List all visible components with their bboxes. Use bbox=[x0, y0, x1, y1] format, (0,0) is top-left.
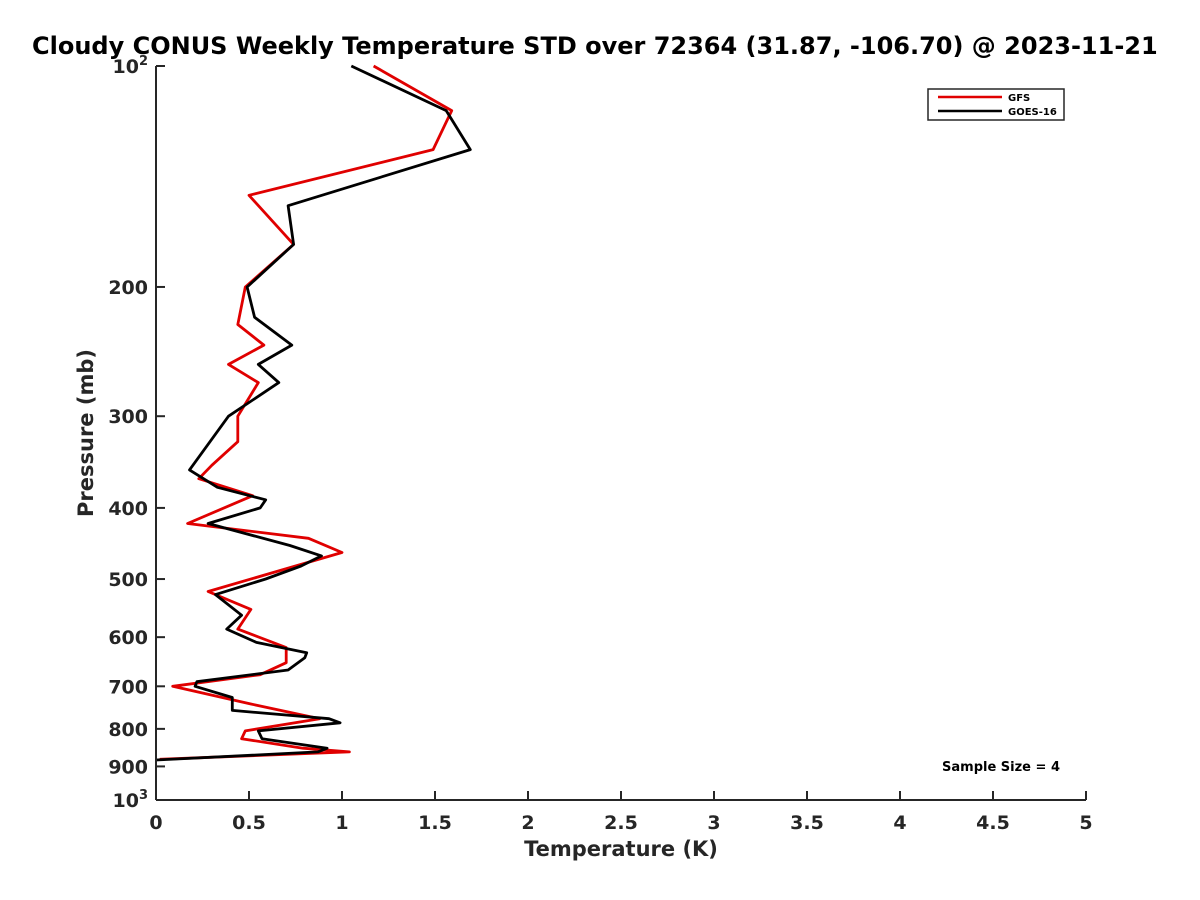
sample-size-annotation: Sample Size = 4 bbox=[942, 760, 1060, 775]
y-axis-ticks: 102 200 300 400 500 600 700 800 900 103 bbox=[108, 54, 165, 812]
x-tick-label: 2.5 bbox=[604, 812, 638, 834]
y-tick-label: 800 bbox=[108, 719, 148, 741]
x-axis-ticks: 0 0.5 1 1.5 2 2.5 3 3.5 4 4.5 5 bbox=[149, 791, 1093, 834]
x-tick-label: 2 bbox=[521, 812, 534, 834]
x-tick-label: 1.5 bbox=[418, 812, 452, 834]
y-tick-label: 600 bbox=[108, 627, 148, 649]
y-tick-label: 102 bbox=[113, 54, 149, 78]
x-tick-label: 4.5 bbox=[976, 812, 1010, 834]
y-tick-label: 200 bbox=[108, 277, 148, 299]
legend-box bbox=[927, 88, 1065, 121]
x-tick-label: 0.5 bbox=[232, 812, 266, 834]
series-line-gfs bbox=[159, 64, 454, 761]
x-tick-label: 3 bbox=[707, 812, 720, 834]
x-tick-label: 5 bbox=[1079, 812, 1092, 834]
x-tick-label: 0 bbox=[149, 812, 162, 834]
chart-title: Cloudy CONUS Weekly Temperature STD over… bbox=[32, 32, 1158, 60]
y-tick-label: 500 bbox=[108, 569, 148, 591]
x-tick-label: 1 bbox=[335, 812, 348, 834]
y-tick-label: 300 bbox=[108, 406, 148, 428]
y-tick-label: 700 bbox=[108, 676, 148, 698]
legend: GFS GOES-16 bbox=[927, 88, 1065, 121]
y-tick-label: 103 bbox=[113, 788, 149, 812]
x-tick-label: 4 bbox=[893, 812, 906, 834]
legend-label-goes16: GOES-16 bbox=[1008, 107, 1057, 118]
x-tick-label: 3.5 bbox=[790, 812, 824, 834]
series-line-goes16 bbox=[155, 64, 472, 762]
plot-lines bbox=[155, 64, 472, 762]
legend-label-gfs: GFS bbox=[1008, 93, 1030, 104]
y-axis-label: Pressure (mb) bbox=[74, 349, 98, 517]
x-axis-label: Temperature (K) bbox=[524, 837, 718, 861]
y-tick-label: 400 bbox=[108, 498, 148, 520]
y-tick-label: 900 bbox=[108, 756, 148, 778]
